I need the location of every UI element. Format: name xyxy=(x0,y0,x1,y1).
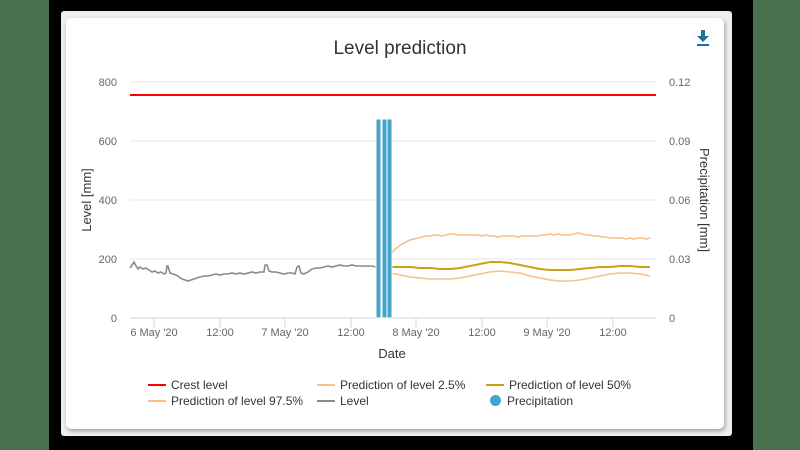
legend-item-pred-97-5[interactable]: Prediction of level 97.5% xyxy=(148,394,303,408)
x-tick: 12:00 xyxy=(337,327,365,339)
x-axis-title: Date xyxy=(378,346,405,361)
y-right-tick: 0.12 xyxy=(669,77,690,89)
legend-swatch xyxy=(317,399,335,402)
gridlines xyxy=(130,81,656,260)
y-left-tick: 800 xyxy=(99,77,117,89)
legend-item-crest-level[interactable]: Crest level xyxy=(148,378,228,392)
legend-swatch xyxy=(148,399,166,402)
legend-swatch xyxy=(148,383,166,386)
y-right-tick-labels: 0 0.03 0.06 0.09 0.12 xyxy=(669,77,690,325)
legend-swatch xyxy=(486,383,504,386)
x-tick: 7 May '20 xyxy=(261,327,308,339)
y-right-tick: 0.09 xyxy=(669,136,690,148)
legend-label: Prediction of level 2.5% xyxy=(340,378,466,392)
legend-label: Precipitation xyxy=(507,394,574,408)
series-pred-2-5 xyxy=(390,270,651,282)
x-tick-labels: 6 May '20 12:00 7 May '20 12:00 8 May '2… xyxy=(130,327,626,339)
chart-card xyxy=(66,18,724,429)
y-left-tick: 600 xyxy=(99,136,117,148)
legend-label: Prediction of level 97.5% xyxy=(171,394,304,408)
download-button[interactable] xyxy=(693,28,713,48)
x-tick: 8 May '20 xyxy=(392,327,439,339)
x-tick: 9 May '20 xyxy=(523,327,570,339)
legend-label: Prediction of level 50% xyxy=(509,378,632,392)
y-right-tick: 0.03 xyxy=(669,254,690,266)
legend-item-level[interactable]: Level xyxy=(317,394,369,408)
x-tick: 12:00 xyxy=(206,327,234,339)
y-left-tick: 0 xyxy=(111,313,117,325)
chart-title: Level prediction xyxy=(333,38,467,59)
legend-item-precipitation[interactable]: Precipitation xyxy=(486,394,573,408)
y-left-tick-labels: 0 200 400 600 800 xyxy=(99,77,117,325)
legend-label: Crest level xyxy=(171,378,228,392)
series-level xyxy=(129,260,391,282)
legend-swatch xyxy=(317,383,335,386)
y-right-axis-title: Precipitation [mm] xyxy=(697,148,712,252)
y-left-tick: 200 xyxy=(99,254,117,266)
legend-item-pred-50[interactable]: Prediction of level 50% xyxy=(486,378,631,392)
y-left-axis-title: Level [mm] xyxy=(79,168,94,232)
legend-item-pred-2-5[interactable]: Prediction of level 2.5% xyxy=(317,378,465,392)
x-tick: 6 May '20 xyxy=(130,327,177,339)
series-pred-97-5 xyxy=(390,232,651,256)
y-right-tick: 0 xyxy=(669,313,675,325)
download-icon xyxy=(697,30,709,46)
series-precipitation xyxy=(375,118,393,319)
legend-label: Level xyxy=(340,394,369,408)
x-tick: 12:00 xyxy=(599,327,627,339)
series-pred-50 xyxy=(391,261,650,271)
y-right-tick: 0.06 xyxy=(669,195,690,207)
legend-dot xyxy=(490,395,501,407)
y-left-tick: 400 xyxy=(99,195,117,207)
x-tick: 12:00 xyxy=(468,327,496,339)
x-axis-ticks xyxy=(153,318,614,328)
